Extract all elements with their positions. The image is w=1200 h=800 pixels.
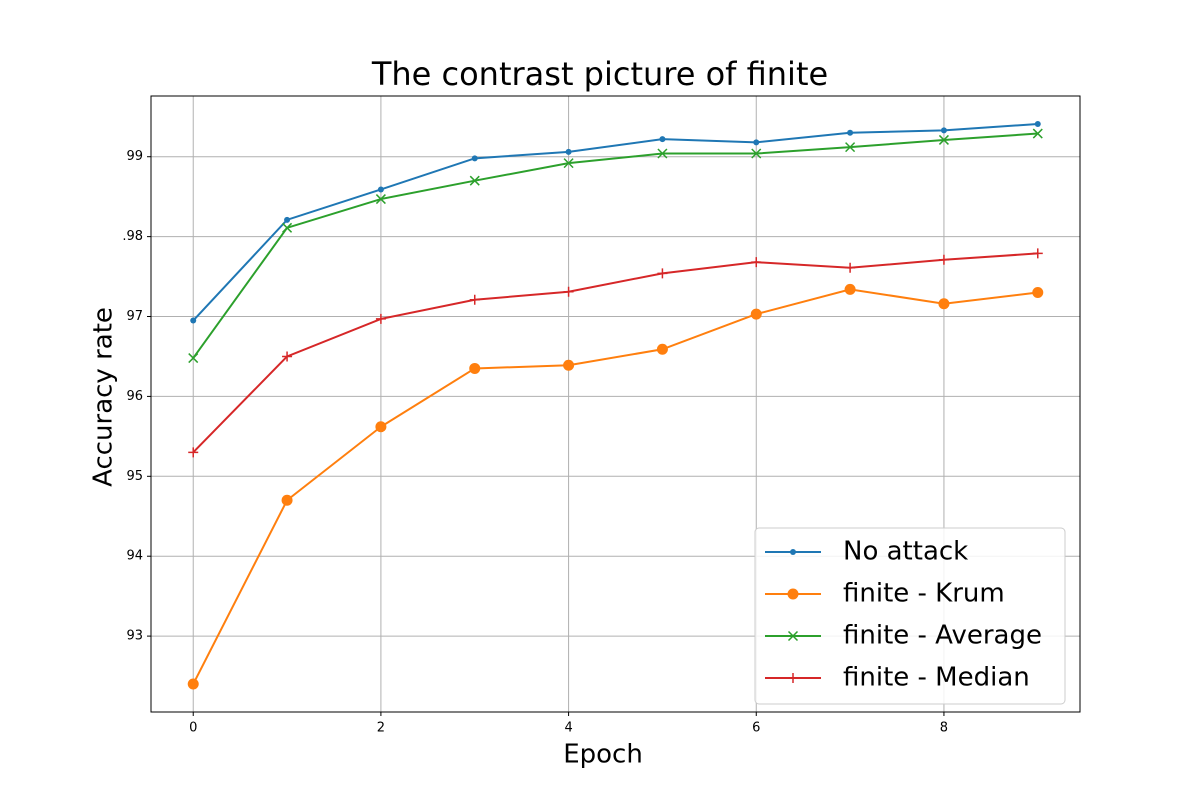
point-marker [377, 186, 384, 193]
x-tick-label: 0 [189, 721, 197, 736]
legend: No attack finite - Krum finite - Average fi… [754, 527, 1066, 705]
circle-marker [375, 421, 387, 433]
chart-title: The contrast picture of finite [371, 55, 828, 93]
x-tick-label: 4 [564, 721, 572, 736]
circle-marker [1032, 287, 1044, 299]
plus-marker [375, 313, 386, 324]
plus-marker [563, 286, 574, 297]
y-tick-label: 99 [126, 149, 143, 164]
plus-marker [188, 447, 199, 458]
plus-marker [845, 262, 856, 273]
circle-marker [750, 308, 762, 320]
y-tick-label: 96 [126, 389, 143, 404]
plot-frame [150, 95, 1081, 713]
plus-marker [751, 257, 762, 268]
plus-marker [938, 254, 949, 265]
series-line [192, 252, 1038, 454]
plus-marker [657, 268, 668, 279]
y-axis-label: Accuracy rate [89, 307, 119, 487]
legend-label: finite - Average [843, 621, 1042, 651]
x-marker [657, 148, 668, 159]
x-marker [751, 148, 762, 159]
x-marker [563, 158, 574, 169]
point-marker [940, 127, 947, 134]
y-tick-label: 93 [126, 629, 143, 644]
point-marker [847, 129, 854, 136]
legend-label: No attack [843, 537, 968, 567]
plus-marker [469, 294, 480, 305]
point-marker [284, 216, 291, 223]
series-line [192, 288, 1038, 685]
circle-marker [844, 283, 856, 295]
y-tick-label: 97 [126, 309, 143, 324]
series-line [192, 132, 1038, 359]
point-marker [565, 148, 572, 155]
x-marker [845, 142, 856, 153]
circle-marker [563, 359, 575, 371]
plus-marker [282, 351, 293, 362]
point-marker [190, 317, 197, 324]
point-marker [471, 155, 478, 162]
x-marker [375, 194, 386, 205]
x-tick-label: 6 [752, 721, 760, 736]
legend-marker [788, 673, 798, 683]
x-marker [282, 222, 293, 233]
y-tick-label: 95 [126, 469, 143, 484]
point-marker [1034, 120, 1041, 127]
circle-marker [281, 494, 293, 506]
plus-marker [1032, 248, 1043, 259]
circle-marker [656, 343, 668, 355]
x-tick-label: 8 [940, 721, 948, 736]
x-marker [188, 353, 199, 364]
y-tick-label: 94 [126, 549, 143, 564]
circle-marker [187, 678, 199, 690]
legend-frame [754, 527, 1066, 705]
point-marker [753, 139, 760, 146]
circle-marker [938, 298, 950, 310]
point-marker [659, 136, 666, 143]
x-marker [938, 134, 949, 145]
x-axis-label: Epoch [563, 740, 643, 770]
legend-label: finite - Median [843, 663, 1030, 693]
legend-label: finite - Krum [843, 579, 1005, 609]
x-tick-label: 2 [377, 721, 385, 736]
series-line [192, 122, 1038, 322]
y-tick-label: .98 [122, 229, 143, 244]
x-marker [1032, 128, 1043, 139]
legend-marker [787, 630, 799, 642]
x-marker [469, 175, 480, 186]
legend-marker [790, 549, 796, 555]
legend-marker [787, 588, 799, 600]
circle-marker [469, 362, 481, 374]
